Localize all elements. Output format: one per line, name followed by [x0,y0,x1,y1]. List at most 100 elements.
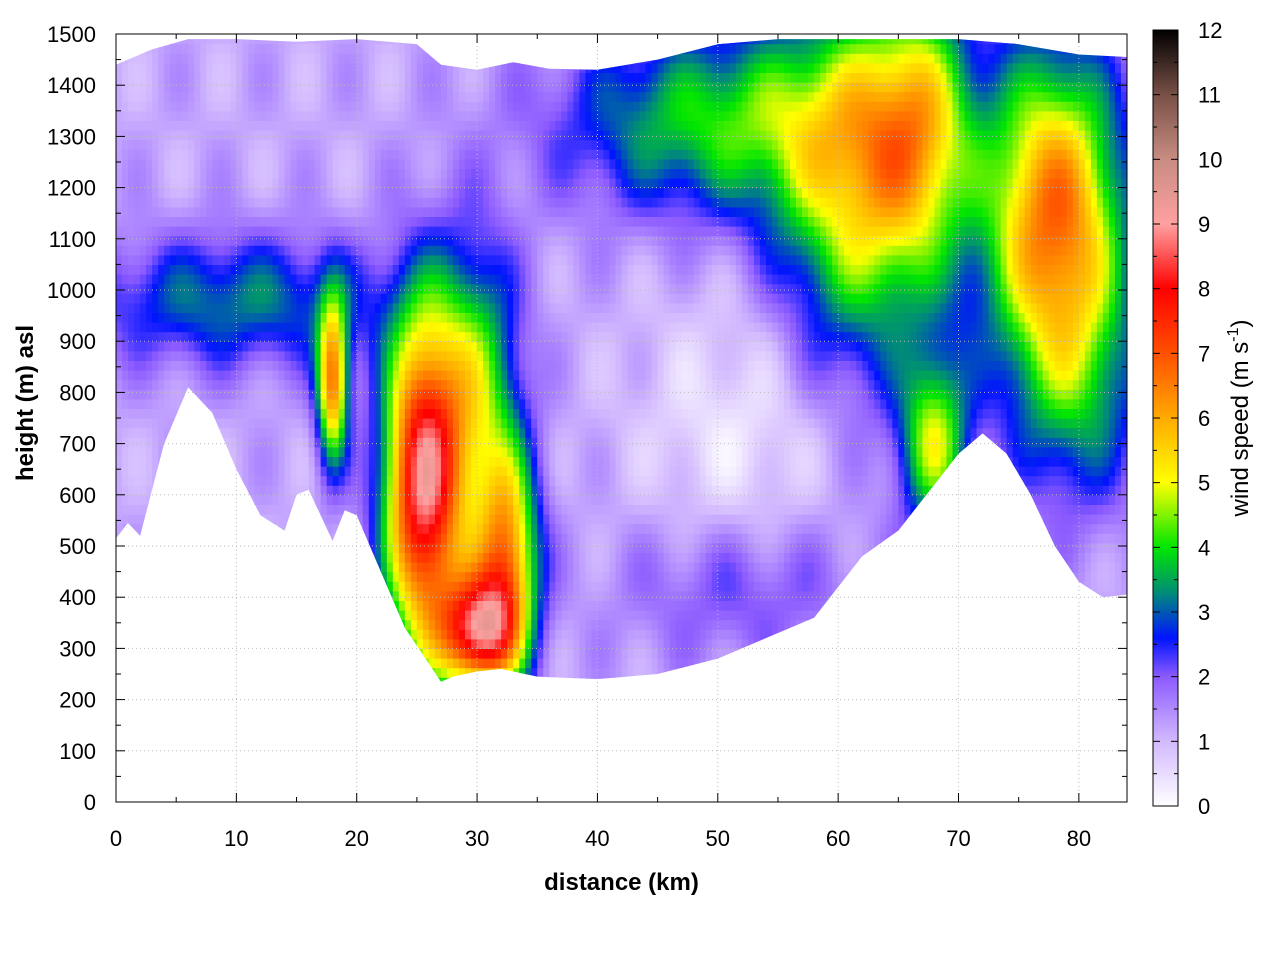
heatmap-cell [808,619,815,630]
heatmap-cell [916,716,923,726]
heatmap-cell [344,542,352,553]
heatmap-cell [146,667,153,678]
heatmap-cell [682,783,689,793]
heatmap-cell [1096,571,1104,582]
heatmap-cell [1055,687,1062,697]
heatmap-cell [218,562,225,573]
heatmap-cell [982,610,990,621]
heatmap-cell [1024,610,1032,621]
heatmap-cell [1013,716,1020,726]
heatmap-cell [844,696,851,706]
heatmap-cell [976,619,984,630]
heatmap-cell [1067,716,1074,726]
heatmap-cell [922,523,930,534]
heatmap-cell [765,581,773,592]
heatmap-cell [224,600,231,611]
heatmap-cell [344,619,352,630]
heatmap-cell [278,706,285,716]
heatmap-cell [321,725,328,735]
heatmap-cell [910,716,917,726]
heatmap-cell [928,696,935,706]
heatmap-cell [218,571,225,582]
heatmap-cell [687,514,695,525]
heatmap-cell [1079,744,1086,754]
heatmap-cell [453,687,460,697]
heatmap-cell [1012,571,1020,582]
heatmap-cell [747,667,755,678]
heatmap-cell [1006,581,1014,592]
heatmap-cell [838,754,845,764]
heatmap-cell [236,619,243,630]
heatmap-cell [976,581,984,592]
heatmap-cell [573,590,580,601]
heatmap-cell [579,533,586,544]
heatmap-cell [651,542,659,553]
heatmap-cell [850,667,857,678]
heatmap-cell [989,696,996,706]
heatmap-cell [971,764,978,774]
heatmap-cell [182,783,189,793]
heatmap-cell [952,571,960,582]
heatmap-cell [646,716,653,726]
heatmap-cell [1096,677,1104,682]
heatmap-cell [122,716,129,726]
heatmap-cell [664,773,671,783]
heatmap-cell [194,687,201,697]
heatmap-cell [1054,638,1062,649]
heatmap-cell [748,735,755,745]
heatmap-cell [772,744,779,754]
heatmap-cell [573,773,580,783]
heatmap-cell [326,677,334,682]
heatmap-cell [471,629,478,640]
heatmap-cell [658,716,665,726]
heatmap-cell [669,542,677,553]
heatmap-cell [248,629,256,640]
heatmap-cell [459,638,466,649]
heatmap-cell [398,638,406,649]
heatmap-cell [1078,610,1086,621]
heatmap-cell [753,533,761,544]
heatmap-cell [1084,581,1092,592]
heatmap-cell [1042,590,1050,601]
heatmap-cell [940,619,948,630]
heatmap-cell [633,590,641,601]
heatmap-cell [862,571,869,582]
heatmap-cell [971,754,978,764]
heatmap-cell [693,610,701,621]
heatmap-cell [970,677,978,682]
heatmap-cell [368,629,376,640]
heatmap-cell [489,629,496,640]
heatmap-cell [399,735,406,745]
heatmap-cell [874,735,881,745]
heatmap-cell [321,754,328,764]
heatmap-cell [495,590,502,601]
heatmap-cell [639,514,647,525]
heatmap-cell [808,648,815,659]
heatmap-cell [940,600,948,611]
heatmap-cell [634,687,641,697]
heatmap-cell [405,687,412,697]
heatmap-cell [477,687,484,697]
heatmap-cell [1066,542,1074,553]
heatmap-cell [507,706,514,716]
heatmap-cell [802,687,809,697]
heatmap-cell [952,552,960,563]
heatmap-cell [898,735,905,745]
heatmap-cell [808,677,815,682]
heatmap-cell [423,706,430,716]
heatmap-cell [477,677,484,682]
heatmap-cell [188,533,195,544]
heatmap-cell [242,735,249,745]
heatmap-cell [248,533,256,544]
heatmap-cell [718,716,725,726]
heatmap-cell [724,687,731,697]
heatmap-cell [134,619,141,630]
heatmap-cell [699,533,707,544]
heatmap-cell [152,523,159,534]
heatmap-cell [483,716,490,726]
heatmap-cell [826,687,833,697]
heatmap-cell [651,552,659,563]
heatmap-cell [922,571,930,582]
heatmap-cell [965,764,972,774]
heatmap-cell [555,571,562,582]
